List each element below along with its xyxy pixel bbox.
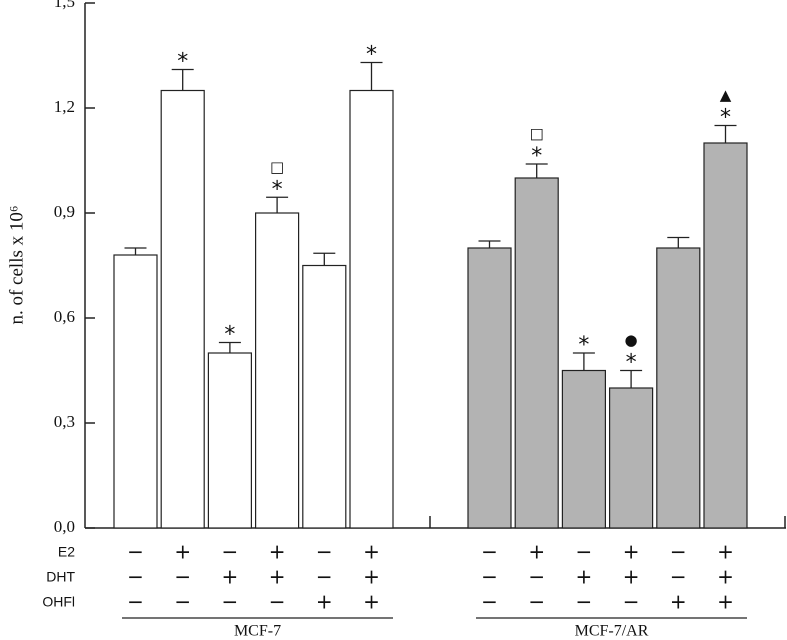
treatment-sign: + bbox=[316, 590, 333, 614]
treatment-sign: + bbox=[717, 540, 734, 564]
annotation: * bbox=[720, 106, 731, 131]
treatment-label: DHT bbox=[46, 569, 75, 585]
y-tick-label: 1,2 bbox=[54, 97, 75, 116]
bar bbox=[608, 387, 654, 529]
treatment-sign: − bbox=[127, 540, 144, 564]
bar bbox=[160, 89, 205, 529]
treatment-sign: + bbox=[670, 590, 687, 614]
y-tick-label: 1,5 bbox=[54, 0, 75, 11]
error-bar bbox=[313, 252, 336, 266]
treatment-sign: + bbox=[363, 590, 380, 614]
bar bbox=[302, 264, 347, 529]
treatment-sign: − bbox=[127, 565, 144, 589]
bar bbox=[561, 369, 607, 529]
annotation: * bbox=[224, 323, 235, 348]
treatment-sign: + bbox=[528, 540, 545, 564]
treatment-sign: − bbox=[222, 540, 239, 564]
annotation: ● bbox=[625, 331, 638, 349]
treatment-sign: + bbox=[717, 565, 734, 589]
bar bbox=[703, 142, 748, 529]
treatment-sign: − bbox=[481, 590, 498, 614]
treatment-label: OHFl bbox=[42, 594, 75, 610]
bar bbox=[255, 212, 300, 529]
treatment-sign: + bbox=[623, 565, 640, 589]
treatment-sign: − bbox=[127, 590, 144, 614]
y-tick-label: 0,3 bbox=[54, 412, 75, 431]
treatment-sign: − bbox=[222, 590, 239, 614]
treatment-sign: + bbox=[222, 565, 239, 589]
annotation: * bbox=[272, 177, 283, 202]
error-bar bbox=[218, 341, 241, 353]
treatment-sign: − bbox=[481, 540, 498, 564]
annotation: □ bbox=[530, 125, 544, 143]
treatment-sign: − bbox=[316, 540, 333, 564]
bar bbox=[467, 247, 512, 529]
bar bbox=[349, 89, 394, 529]
annotation: * bbox=[366, 43, 377, 68]
treatment-sign: + bbox=[174, 540, 191, 564]
annotation: □ bbox=[270, 158, 284, 176]
group-label: MCF-7/AR bbox=[575, 623, 649, 640]
treatment-sign: + bbox=[269, 540, 286, 564]
treatment-sign: − bbox=[528, 565, 545, 589]
bar bbox=[207, 352, 252, 529]
y-axis-label: n. of cells x 10⁶ bbox=[6, 205, 27, 324]
group-label: MCF-7 bbox=[234, 623, 281, 640]
treatment-sign: + bbox=[363, 540, 380, 564]
treatment-sign: − bbox=[174, 565, 191, 589]
error-bar bbox=[525, 163, 548, 178]
error-bar bbox=[667, 236, 690, 248]
treatment-sign: − bbox=[269, 590, 286, 614]
treatment-sign: − bbox=[623, 590, 640, 614]
error-bar bbox=[124, 247, 147, 255]
bar bbox=[113, 254, 158, 529]
treatment-sign: + bbox=[717, 590, 734, 614]
error-bar bbox=[171, 68, 194, 91]
treatment-sign: − bbox=[481, 565, 498, 589]
treatment-sign: − bbox=[576, 540, 593, 564]
bar bbox=[656, 247, 701, 529]
y-tick-label: 0,6 bbox=[54, 307, 75, 326]
annotation: ▲ bbox=[720, 86, 732, 104]
treatment-sign: − bbox=[670, 565, 687, 589]
treatment-sign: − bbox=[576, 590, 593, 614]
treatment-sign: + bbox=[269, 565, 286, 589]
annotation: * bbox=[177, 50, 188, 75]
annotation: * bbox=[578, 333, 589, 358]
y-tick-label: 0,9 bbox=[54, 202, 75, 221]
bar bbox=[514, 177, 559, 529]
error-bar bbox=[572, 352, 595, 371]
error-bar bbox=[714, 124, 737, 143]
treatment-sign: − bbox=[316, 565, 333, 589]
error-bar bbox=[620, 369, 643, 388]
error-bar bbox=[266, 196, 289, 213]
error-bar bbox=[360, 61, 383, 91]
y-tick-label: 0,0 bbox=[54, 517, 75, 536]
treatment-sign: + bbox=[576, 565, 593, 589]
annotation: * bbox=[531, 144, 542, 169]
treatment-sign: + bbox=[363, 565, 380, 589]
treatment-label: E2 bbox=[58, 544, 75, 560]
treatment-sign: − bbox=[670, 540, 687, 564]
treatment-sign: − bbox=[528, 590, 545, 614]
annotation: * bbox=[626, 351, 637, 376]
error-bar bbox=[478, 240, 501, 248]
treatment-sign: + bbox=[623, 540, 640, 564]
treatment-sign: − bbox=[174, 590, 191, 614]
